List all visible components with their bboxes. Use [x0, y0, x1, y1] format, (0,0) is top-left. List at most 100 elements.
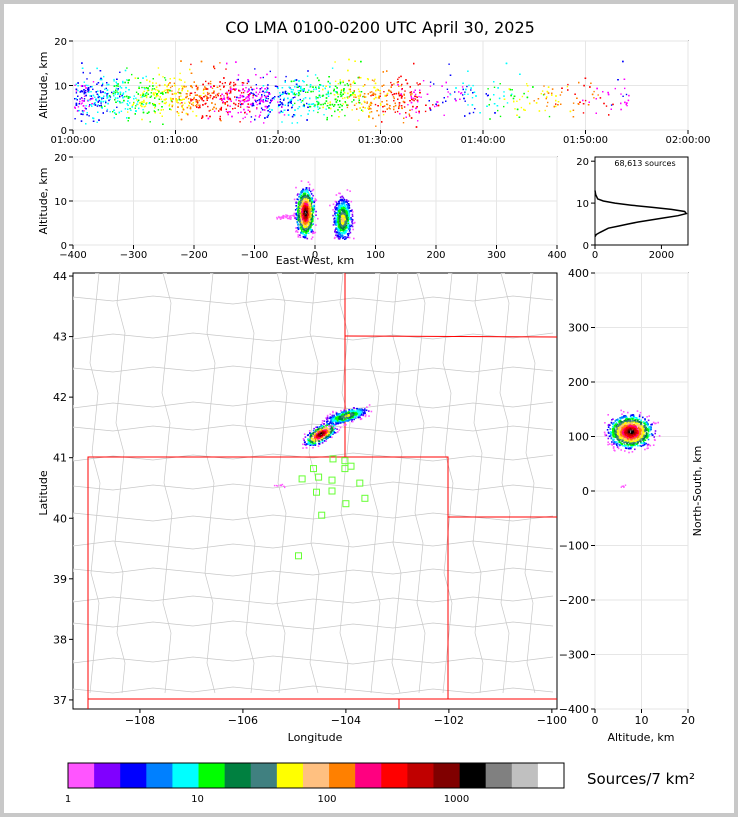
time-height-source — [259, 114, 261, 116]
time-height-source — [319, 96, 321, 98]
time-height-source — [287, 102, 289, 105]
time-height-source — [346, 106, 349, 109]
ew-height-source — [347, 222, 350, 224]
time-height-source — [374, 103, 377, 106]
time-height-source — [149, 96, 152, 98]
ew-height-source — [301, 205, 303, 207]
time-height-source — [124, 81, 126, 84]
ew-height-source — [299, 234, 301, 236]
time-height-source — [202, 92, 205, 94]
ew-height-source — [301, 191, 303, 193]
time-height-source — [108, 99, 110, 102]
time-height-source — [313, 88, 315, 91]
time-height-source — [420, 96, 422, 98]
time-height-source — [115, 89, 117, 91]
ew-height-source — [348, 232, 350, 235]
time-height-source — [255, 94, 257, 97]
time-height-source — [357, 88, 360, 90]
time-height-source — [331, 115, 333, 117]
time-height-source — [190, 92, 193, 94]
time-height-source — [584, 77, 587, 79]
time-height-source — [415, 111, 417, 113]
ew-height-source — [334, 206, 336, 208]
time-height-source — [533, 100, 535, 102]
ew-height-source — [308, 219, 311, 222]
time-height-source — [81, 62, 83, 64]
time-height-source — [113, 117, 115, 119]
ew-height-source — [348, 224, 351, 226]
time-height-source — [526, 85, 529, 87]
time-height-source — [200, 97, 203, 99]
time-height-source — [271, 99, 273, 101]
time-height-source — [262, 76, 264, 79]
time-height-source — [278, 96, 280, 98]
time-height-source — [141, 105, 143, 108]
time-height-source — [378, 95, 380, 98]
time-height-source — [347, 84, 349, 87]
time-height-source — [572, 102, 575, 104]
time-height-source — [622, 95, 624, 97]
figure-frame: CO LMA 0100-0200 UTC April 30, 2025 01:0… — [4, 4, 734, 813]
time-height-source — [383, 84, 385, 86]
ew-height-source — [297, 217, 300, 219]
time-height-source — [83, 110, 85, 112]
time-height-source — [401, 95, 403, 97]
time-height-source — [181, 99, 183, 101]
time-height-source — [137, 101, 139, 103]
time-height-source — [140, 96, 142, 99]
time-height-source — [266, 107, 268, 109]
ew-height-source — [302, 188, 304, 191]
ew-height-source — [305, 219, 308, 221]
time-height-source — [349, 94, 352, 97]
time-height-source — [402, 100, 405, 103]
time-height-source — [148, 111, 150, 113]
time-height-source — [254, 99, 256, 101]
time-height-source — [184, 102, 186, 104]
ew-height-source — [337, 236, 340, 238]
time-height-source — [410, 94, 412, 96]
x-tick-label: 01:30:00 — [358, 135, 403, 146]
time-height-source — [241, 82, 244, 84]
time-height-source — [213, 92, 215, 94]
ew-height-source — [301, 220, 303, 222]
time-height-source — [334, 61, 336, 63]
time-height-source — [142, 92, 144, 94]
ew-height-source — [334, 200, 337, 203]
ew-height-source — [333, 217, 336, 219]
time-height-source — [99, 78, 102, 81]
time-height-source — [196, 88, 199, 91]
time-height-source — [344, 114, 346, 117]
time-height-source — [237, 105, 239, 107]
time-height-source — [295, 79, 298, 81]
ew-height-source — [342, 236, 345, 239]
time-height-source — [455, 87, 457, 89]
time-height-source — [378, 97, 380, 99]
ew-height-source — [304, 201, 307, 203]
time-height-source — [81, 97, 83, 100]
time-height-source — [374, 82, 377, 85]
time-height-source — [177, 106, 179, 108]
time-height-source — [220, 120, 222, 122]
time-height-source — [408, 115, 411, 117]
time-height-source — [213, 90, 215, 92]
time-height-source — [325, 97, 328, 99]
time-height-source — [217, 94, 219, 97]
time-height-source — [276, 86, 279, 88]
time-height-source — [437, 101, 439, 103]
ew-height-source — [332, 203, 335, 206]
time-height-source — [395, 92, 398, 95]
time-height-source — [337, 93, 339, 95]
ew-height-source — [308, 213, 311, 216]
time-height-source — [362, 85, 365, 87]
ew-height-source — [345, 237, 347, 240]
time-height-source — [390, 91, 393, 94]
ew-height-source — [338, 238, 341, 240]
time-height-source — [298, 85, 301, 88]
ew-height-source — [308, 202, 310, 205]
ew-height-source — [341, 215, 343, 217]
time-height-source — [181, 88, 184, 90]
time-height-source — [192, 102, 194, 104]
time-height-source — [243, 108, 245, 111]
time-height-source — [226, 93, 228, 95]
ew-height-source — [348, 204, 351, 207]
